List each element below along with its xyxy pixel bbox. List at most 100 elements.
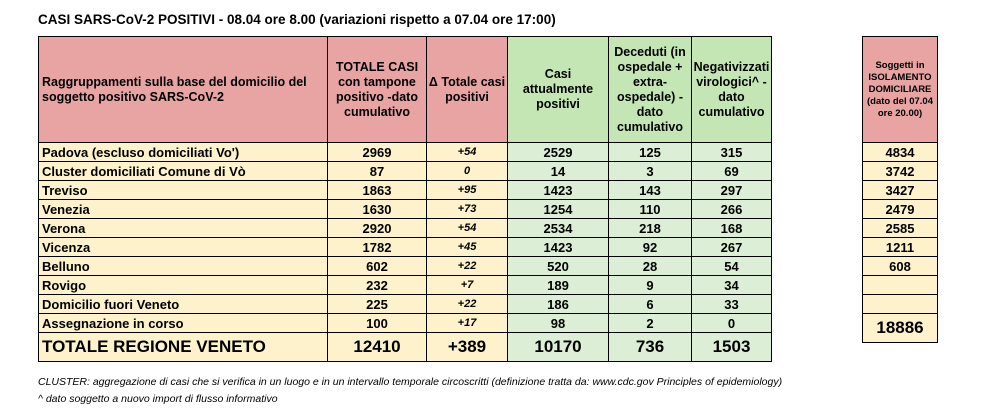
cell-negativizzati: 267 <box>691 237 772 257</box>
cell-deceduti: 28 <box>608 256 692 276</box>
cell-attuali: 1423 <box>507 237 609 257</box>
row-label: Domicilio fuori Veneto <box>38 294 328 314</box>
row-label: Venezia <box>38 199 328 219</box>
cell-negativizzati: 54 <box>691 256 772 276</box>
isolation-cell: 2479 <box>862 199 938 219</box>
table-row: Treviso 1863 +95 1423 143 297 <box>38 180 772 200</box>
total-delta: +389 <box>426 332 508 362</box>
cell-totale: 1782 <box>327 237 427 257</box>
cell-totale: 225 <box>327 294 427 314</box>
table-row: Domicilio fuori Veneto 225 +22 186 6 33 <box>38 294 772 314</box>
cell-deceduti: 92 <box>608 237 692 257</box>
isolation-total-row: 18886 <box>862 313 938 343</box>
cell-attuali: 1423 <box>507 180 609 200</box>
cell-totale: 1863 <box>327 180 427 200</box>
table-row: Padova (escluso domiciliati Vo') 2969 +5… <box>38 142 772 162</box>
cell-delta: 0 <box>426 161 508 181</box>
cell-deceduti: 2 <box>608 313 692 333</box>
row-label: Cluster domiciliati Comune di Vò <box>38 161 328 181</box>
isolation-total: 18886 <box>862 313 938 343</box>
header-group: Raggruppamenti sulla base del domicilio … <box>38 36 328 143</box>
table-row: Verona 2920 +54 2534 218 168 <box>38 218 772 238</box>
header-row: Raggruppamenti sulla base del domicilio … <box>38 36 772 143</box>
total-row: TOTALE REGIONE VENETO 12410 +389 10170 7… <box>38 332 772 362</box>
cell-delta: +54 <box>426 218 508 238</box>
cell-delta: +7 <box>426 275 508 295</box>
table-row: Rovigo 232 +7 189 9 34 <box>38 275 772 295</box>
cell-deceduti: 218 <box>608 218 692 238</box>
isolation-row: 1211 <box>862 237 938 257</box>
cell-negativizzati: 34 <box>691 275 772 295</box>
cell-totale: 602 <box>327 256 427 276</box>
total-totale: 12410 <box>327 332 427 362</box>
isolation-cell-empty <box>862 294 938 314</box>
cell-deceduti: 125 <box>608 142 692 162</box>
cell-deceduti: 6 <box>608 294 692 314</box>
cell-negativizzati: 266 <box>691 199 772 219</box>
page-title: CASI SARS-CoV-2 POSITIVI - 08.04 ore 8.0… <box>38 12 556 27</box>
cell-negativizzati: 168 <box>691 218 772 238</box>
row-label: Verona <box>38 218 328 238</box>
cell-delta: +73 <box>426 199 508 219</box>
table-row: Belluno 602 +22 520 28 54 <box>38 256 772 276</box>
total-label: TOTALE REGIONE VENETO <box>38 332 328 362</box>
isolation-cell-empty <box>862 275 938 295</box>
table-row: Venezia 1630 +73 1254 110 266 <box>38 199 772 219</box>
cases-table: Raggruppamenti sulla base del domicilio … <box>38 36 772 362</box>
total-deceduti: 736 <box>608 332 692 362</box>
cell-delta: +17 <box>426 313 508 333</box>
cell-negativizzati: 297 <box>691 180 772 200</box>
cell-deceduti: 143 <box>608 180 692 200</box>
row-label: Belluno <box>38 256 328 276</box>
total-attuali: 10170 <box>507 332 609 362</box>
isolation-cell: 2585 <box>862 218 938 238</box>
cell-attuali: 520 <box>507 256 609 276</box>
cell-totale: 100 <box>327 313 427 333</box>
footnote-cluster: CLUSTER: aggregazione di casi che si ver… <box>38 376 783 388</box>
header-negativizzati: Negativizzati virologici^ - dato cumulativo <box>691 36 772 143</box>
cell-negativizzati: 0 <box>691 313 772 333</box>
cell-delta: +54 <box>426 142 508 162</box>
header-attuali: Casi attualmente positivi <box>507 36 609 143</box>
cell-deceduti: 3 <box>608 161 692 181</box>
cell-delta: +45 <box>426 237 508 257</box>
cell-attuali: 98 <box>507 313 609 333</box>
isolation-header-row: Soggetti in ISOLAMENTO DOMICILIARE (dato de… <box>862 36 938 143</box>
cell-attuali: 2529 <box>507 142 609 162</box>
row-label: Assegnazione in corso <box>38 313 328 333</box>
cell-totale: 87 <box>327 161 427 181</box>
isolation-row <box>862 294 938 314</box>
table-row: Assegnazione in corso 100 +17 98 2 0 <box>38 313 772 333</box>
cell-deceduti: 110 <box>608 199 692 219</box>
isolation-table: Soggetti in ISOLAMENTO DOMICILIARE (dato de… <box>862 36 938 343</box>
header-delta: Δ Totale casi positivi <box>426 36 508 143</box>
row-label: Treviso <box>38 180 328 200</box>
footnote-import: ^ dato soggetto a nuovo import di flusso… <box>38 393 278 405</box>
cell-attuali: 189 <box>507 275 609 295</box>
isolation-cell: 608 <box>862 256 938 276</box>
header-isolamento: Soggetti in ISOLAMENTO DOMICILIARE (dato de… <box>862 36 938 143</box>
isolation-cell: 4834 <box>862 142 938 162</box>
isolation-cell: 3427 <box>862 180 938 200</box>
cell-attuali: 2534 <box>507 218 609 238</box>
cell-delta: +95 <box>426 180 508 200</box>
cell-negativizzati: 315 <box>691 142 772 162</box>
cell-totale: 2969 <box>327 142 427 162</box>
cell-attuali: 1254 <box>507 199 609 219</box>
table-row: Vicenza 1782 +45 1423 92 267 <box>38 237 772 257</box>
isolation-row: 2479 <box>862 199 938 219</box>
table-row: Cluster domiciliati Comune di Vò 87 0 14… <box>38 161 772 181</box>
cell-totale: 1630 <box>327 199 427 219</box>
cell-attuali: 186 <box>507 294 609 314</box>
row-label: Rovigo <box>38 275 328 295</box>
isolation-row: 3742 <box>862 161 938 181</box>
row-label: Vicenza <box>38 237 328 257</box>
header-totale: TOTALE CASI con tampone positivo -dato cumu… <box>327 36 427 143</box>
cell-delta: +22 <box>426 256 508 276</box>
isolation-cell: 1211 <box>862 237 938 257</box>
total-negativizzati: 1503 <box>691 332 772 362</box>
cell-attuali: 14 <box>507 161 609 181</box>
cell-negativizzati: 69 <box>691 161 772 181</box>
header-deceduti: Deceduti (in ospedale + extra-ospedale) -d… <box>608 36 692 143</box>
cell-negativizzati: 33 <box>691 294 772 314</box>
